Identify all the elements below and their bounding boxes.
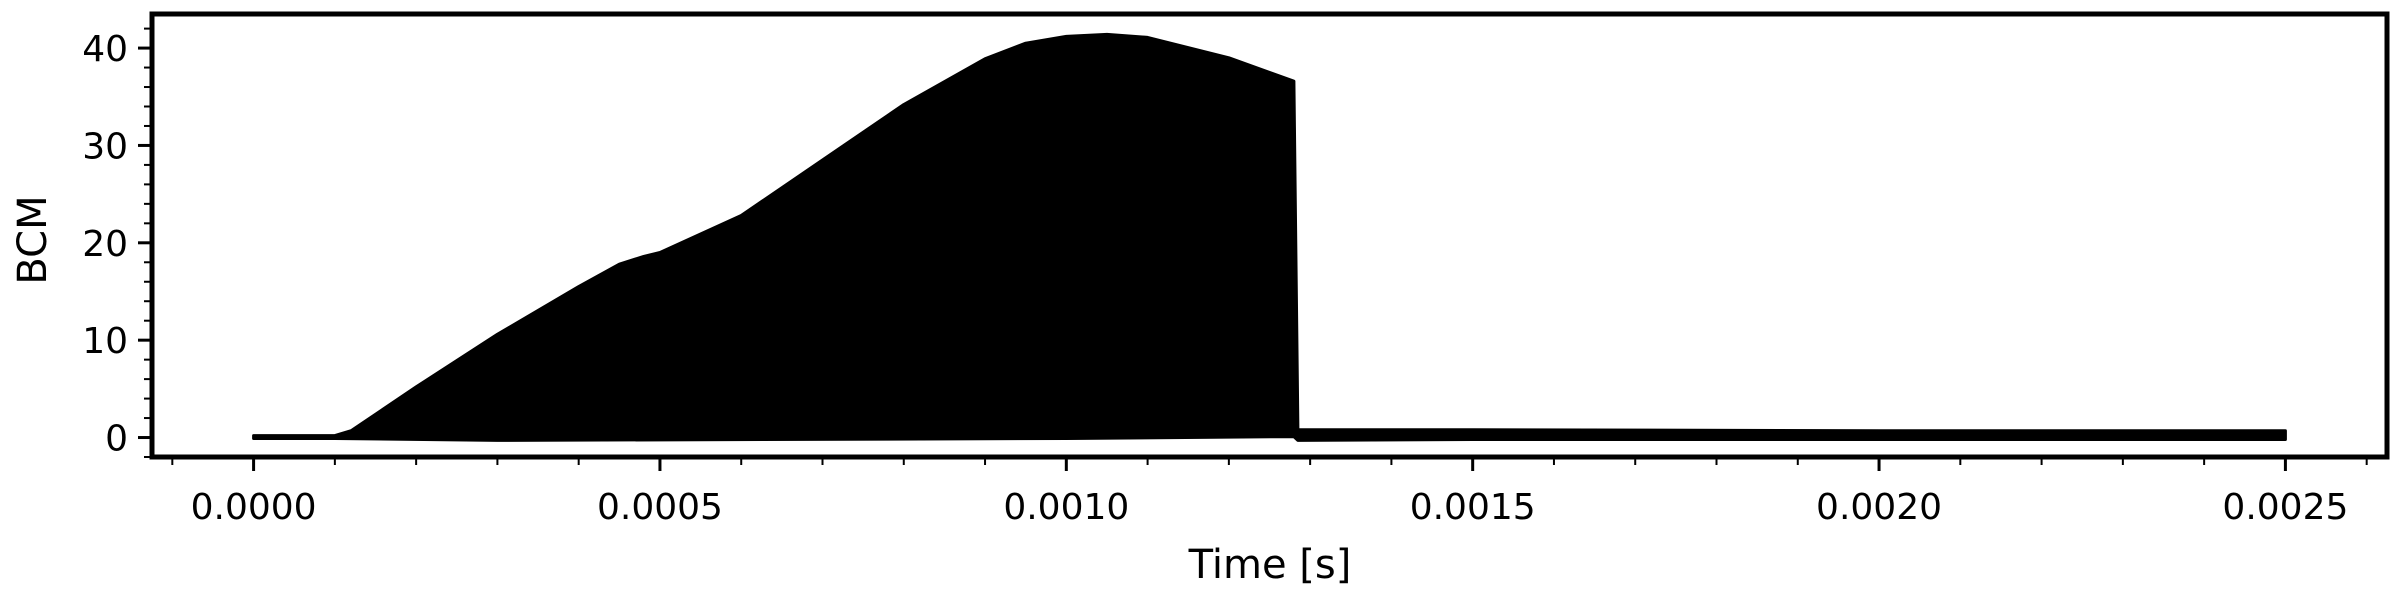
y-tick-label: 20 (82, 224, 128, 265)
x-tick-label: 0.0020 (1816, 487, 1942, 528)
tick-labels: 0.0000 0.0005 0.0010 0.0015 0.0020 0.0025 0 10 2… (82, 29, 2348, 528)
x-tick-label: 0.0010 (1003, 487, 1129, 528)
y-tick-label: 10 (82, 321, 128, 362)
plot-frame (149, 11, 2390, 460)
bcm-signal-envelope (252, 32, 2287, 442)
x-axis-title: Time [s] (1188, 542, 1352, 588)
y-tick-label: 0 (105, 419, 128, 460)
x-tick-label: 0.0005 (597, 487, 723, 528)
y-tick-label: 30 (82, 126, 128, 167)
y-axis-title: BCM (10, 195, 56, 284)
y-tick-label: 40 (82, 29, 128, 70)
x-tick-label: 0.0025 (2222, 487, 2348, 528)
x-tick-label: 0.0015 (1410, 487, 1536, 528)
series-area (252, 32, 2287, 442)
x-tick-label: 0.0000 (191, 487, 317, 528)
